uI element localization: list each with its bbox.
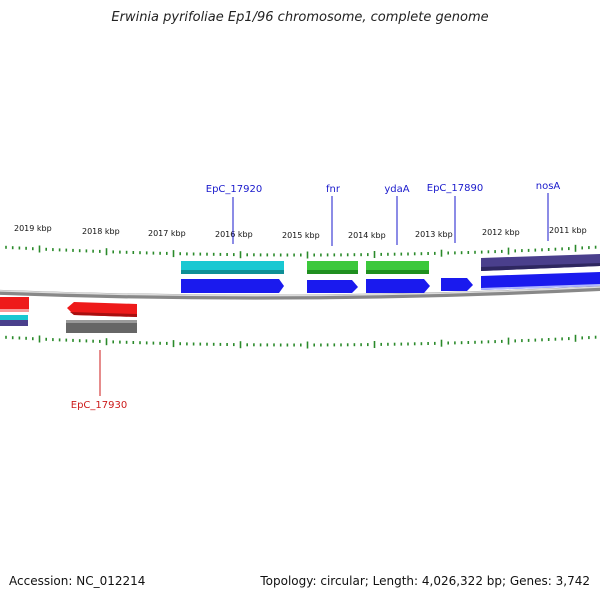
gene-arrow-blue xyxy=(366,279,430,293)
gene-arrow-blue xyxy=(307,280,358,293)
accession-text: Accession: NC_012214 xyxy=(9,574,146,588)
feature-track-left xyxy=(0,297,137,333)
kbp-label: 2019 kbp xyxy=(14,224,52,233)
feature-track-outer xyxy=(181,254,600,274)
gene-label: fnr xyxy=(326,184,341,195)
kbp-label: 2013 kbp xyxy=(415,230,453,239)
gene-arrow-edge xyxy=(70,312,137,317)
gene-arrow-blue xyxy=(181,279,284,293)
backbone-arc-highlight xyxy=(0,286,600,297)
gene-block-gray xyxy=(66,320,137,333)
gene-label: EpC_17890 xyxy=(427,183,483,194)
feature-track-cds xyxy=(181,272,600,293)
backbone-arc xyxy=(0,285,600,300)
map-title: Erwinia pyrifoliae Ep1/96 chromosome, co… xyxy=(111,10,489,25)
kbp-label: 2016 kbp xyxy=(215,230,253,239)
kbp-label: 2018 kbp xyxy=(82,227,120,236)
gene-block-shade xyxy=(481,263,600,271)
kbp-label: 2012 kbp xyxy=(482,228,520,237)
kbp-label: 2011 kbp xyxy=(549,226,587,235)
gene-block-shade xyxy=(366,270,429,274)
gene-block-shade xyxy=(307,270,358,274)
gene-block-cyan xyxy=(0,315,28,320)
gene-label: nosA xyxy=(536,181,561,192)
gene-block-red xyxy=(0,297,29,311)
kbp-label: 2017 kbp xyxy=(148,229,186,238)
gene-block-edge xyxy=(66,320,137,323)
gene-block-purple xyxy=(0,320,28,326)
inner-tick-marks xyxy=(5,334,597,349)
gene-label: ydaA xyxy=(384,184,409,195)
outer-tick-marks xyxy=(5,244,597,259)
genome-summary: Topology: circular; Length: 4,026,322 bp… xyxy=(260,574,590,588)
gene-callouts xyxy=(99,193,549,396)
gene-label: EpC_17920 xyxy=(206,184,262,195)
gene-arrow-edge xyxy=(481,284,600,290)
kbp-label: 2014 kbp xyxy=(348,231,386,240)
gene-block-edge xyxy=(0,309,29,312)
gene-block-shade xyxy=(181,270,284,274)
kbp-label: 2015 kbp xyxy=(282,231,320,240)
gene-label: EpC_17930 xyxy=(71,400,127,411)
gene-arrow-blue xyxy=(441,278,473,291)
